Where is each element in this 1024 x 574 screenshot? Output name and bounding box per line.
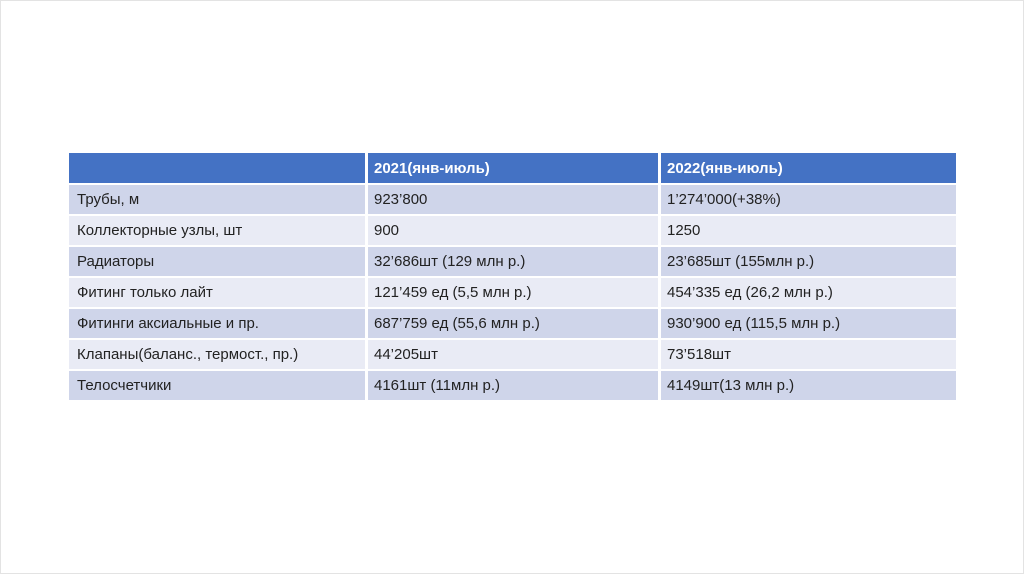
header-cell-2021: 2021(янв-июль) [365,153,658,183]
table-row: Клапаны(баланс., термост., пр.) 44’205шт… [69,338,956,369]
value-cell-2021: 900 [365,214,658,245]
table-row: Трубы, м 923’800 1’274’000(+38%) [69,183,956,214]
header-cell-empty [69,153,365,183]
value-cell-2022: 4149шт(13 млн р.) [658,369,956,400]
value-cell-2021: 923’800 [365,183,658,214]
table-row: Радиаторы 32’686шт (129 млн р.) 23’685шт… [69,245,956,276]
value-cell-2022: 1’274’000(+38%) [658,183,956,214]
table-row: Телосчетчики 4161шт (11млн р.) 4149шт(13… [69,369,956,400]
row-label-cell: Трубы, м [69,183,365,214]
value-cell-2022: 23’685шт (155млн р.) [658,245,956,276]
value-cell-2022: 930’900 ед (115,5 млн р.) [658,307,956,338]
value-cell-2022: 454’335 ед (26,2 млн р.) [658,276,956,307]
header-cell-2022: 2022(янв-июль) [658,153,956,183]
value-cell-2021: 121’459 ед (5,5 млн р.) [365,276,658,307]
value-cell-2021: 32’686шт (129 млн р.) [365,245,658,276]
table-row: Коллекторные узлы, шт 900 1250 [69,214,956,245]
row-label-cell: Коллекторные узлы, шт [69,214,365,245]
value-cell-2022: 1250 [658,214,956,245]
table-row: Фитинг только лайт 121’459 ед (5,5 млн р… [69,276,956,307]
value-cell-2021: 44’205шт [365,338,658,369]
sales-comparison-table: 2021(янв-июль) 2022(янв-июль) Трубы, м 9… [69,153,956,400]
row-label-cell: Радиаторы [69,245,365,276]
row-label-cell: Клапаны(баланс., термост., пр.) [69,338,365,369]
value-cell-2021: 4161шт (11млн р.) [365,369,658,400]
row-label-cell: Фитинг только лайт [69,276,365,307]
table-header-row: 2021(янв-июль) 2022(янв-июль) [69,153,956,183]
value-cell-2022: 73’518шт [658,338,956,369]
row-label-cell: Фитинги аксиальные и пр. [69,307,365,338]
row-label-cell: Телосчетчики [69,369,365,400]
value-cell-2021: 687’759 ед (55,6 млн р.) [365,307,658,338]
table-row: Фитинги аксиальные и пр. 687’759 ед (55,… [69,307,956,338]
